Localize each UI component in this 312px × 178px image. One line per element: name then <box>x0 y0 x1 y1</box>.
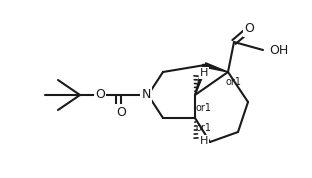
Polygon shape <box>195 64 207 95</box>
Text: H: H <box>200 136 208 146</box>
Text: H: H <box>200 68 208 78</box>
Polygon shape <box>204 63 228 72</box>
Text: OH: OH <box>269 44 288 57</box>
Text: or1: or1 <box>196 123 212 133</box>
Text: O: O <box>244 22 254 35</box>
Text: or1: or1 <box>226 77 242 87</box>
Text: or1: or1 <box>196 103 212 113</box>
Text: N: N <box>141 88 151 101</box>
Text: O: O <box>95 88 105 101</box>
Text: O: O <box>116 106 126 119</box>
